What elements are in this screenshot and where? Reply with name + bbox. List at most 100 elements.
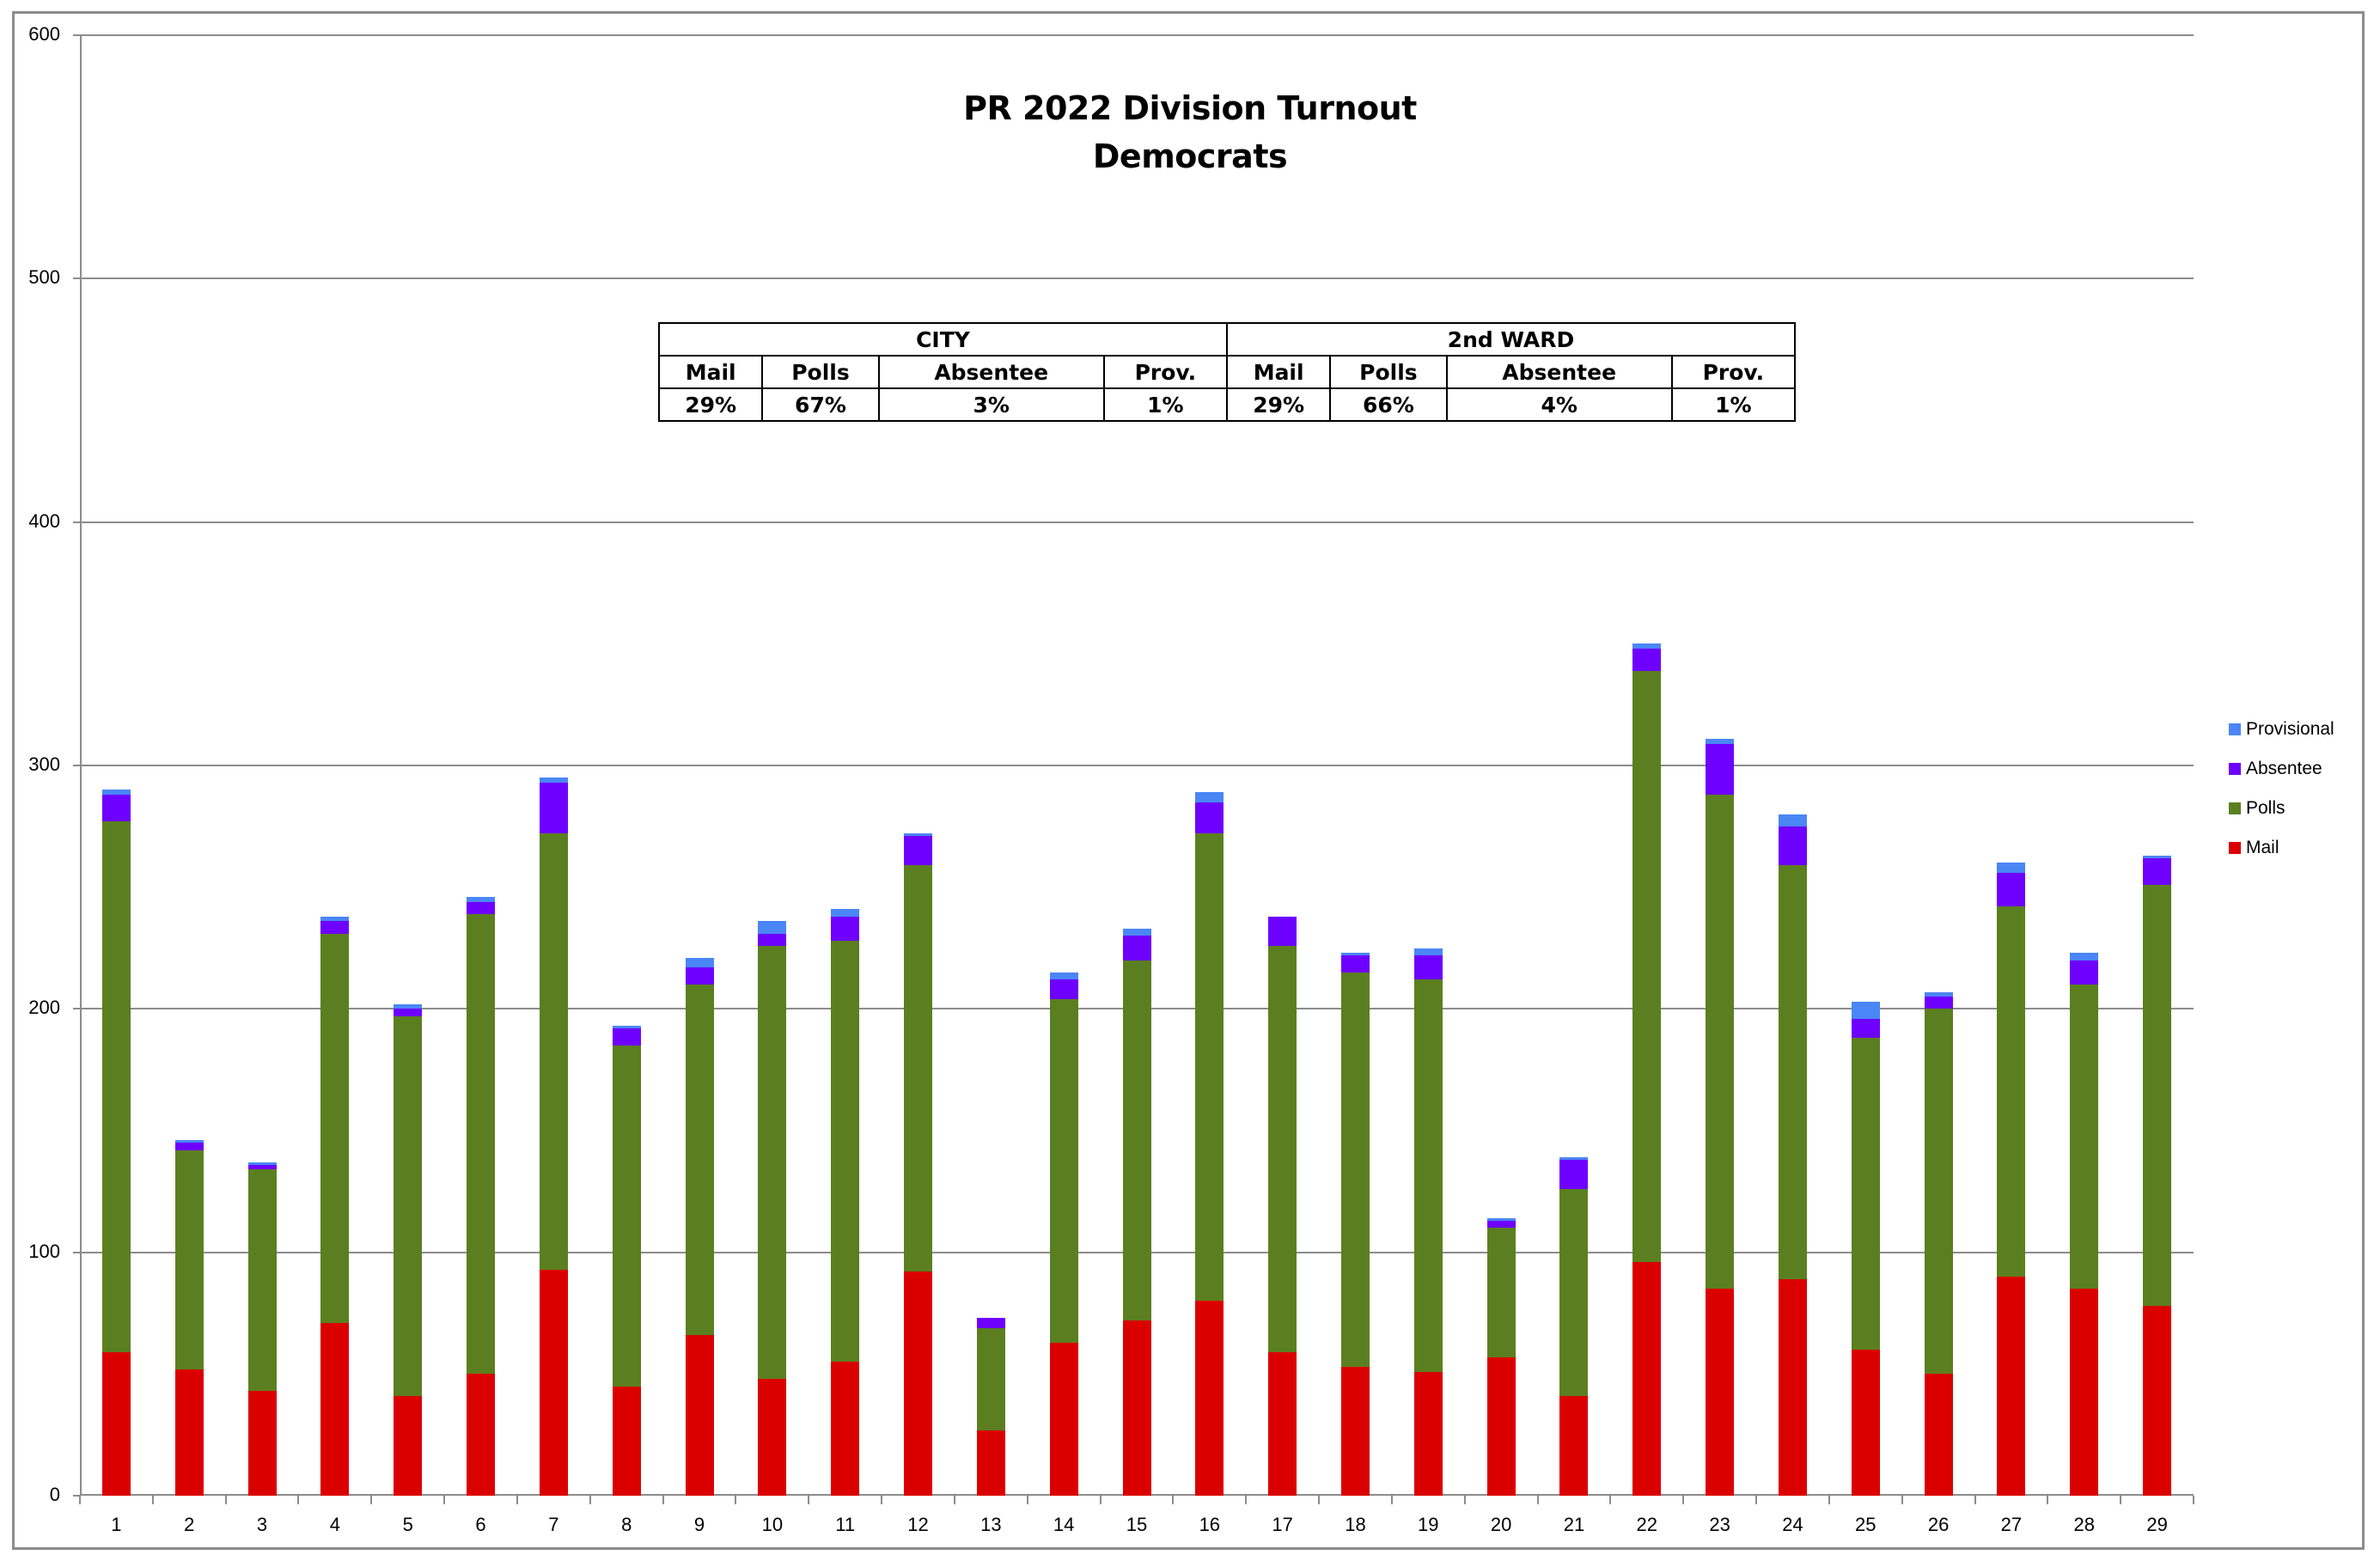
bar-division-2: [174, 1140, 204, 1496]
bar-segment-polls: [1122, 960, 1151, 1320]
x-tick-mark: [1026, 1496, 1028, 1504]
legend-label: Absentee: [2246, 759, 2322, 778]
value-cell: 29%: [1225, 387, 1332, 422]
summary-table: CITY 2nd WARD Mail Polls Absentee Prov. …: [657, 322, 1797, 422]
bar-segment-provisional: [1340, 953, 1370, 956]
x-tick-label: 14: [1053, 1514, 1075, 1535]
bar-segment-mail: [1195, 1301, 1224, 1496]
bar-division-23: [1706, 738, 1735, 1496]
bar-division-27: [1997, 863, 2026, 1496]
bar-segment-absentee: [2070, 960, 2099, 985]
bar-segment-provisional: [247, 1162, 277, 1165]
y-tick-label: 600: [28, 23, 60, 45]
bar-division-4: [320, 916, 350, 1496]
x-tick-label: 6: [475, 1514, 486, 1535]
bar-segment-mail: [612, 1386, 641, 1496]
bar-segment-mail: [2070, 1289, 2099, 1496]
chart-subtitle: Democrats: [1092, 137, 1288, 175]
x-tick-label: 21: [1563, 1514, 1585, 1535]
bar-segment-provisional: [467, 897, 496, 902]
x-tick-label: 10: [761, 1514, 784, 1535]
bar-division-10: [758, 921, 787, 1496]
bar-division-14: [1049, 972, 1078, 1496]
legend-item-absentee: Absentee: [2229, 749, 2334, 789]
x-tick-mark: [2047, 1496, 2049, 1504]
bar-division-17: [1268, 916, 1297, 1496]
x-tick-mark: [808, 1496, 810, 1504]
value-cell: 1%: [1102, 387, 1228, 422]
bar-segment-provisional: [2070, 953, 2099, 960]
bar-segment-provisional: [539, 777, 568, 783]
bar-segment-mail: [1997, 1277, 2026, 1496]
y-tick-label: 0: [49, 1484, 60, 1505]
gridline: [73, 521, 2194, 523]
group-2nd-ward: 2nd WARD: [1225, 322, 1797, 357]
x-tick-mark: [662, 1496, 664, 1504]
x-tick-label: 16: [1199, 1514, 1221, 1535]
bar-segment-absentee: [174, 1143, 204, 1150]
bar-segment-polls: [1851, 1038, 1880, 1350]
x-tick-mark: [516, 1496, 518, 1504]
x-tick-mark: [1682, 1496, 1685, 1504]
bar-segment-absentee: [831, 916, 860, 942]
bar-division-12: [904, 833, 933, 1496]
bar-segment-absentee: [1340, 955, 1370, 973]
bar-division-15: [1122, 928, 1151, 1496]
bar-division-5: [394, 1003, 423, 1496]
x-tick-label: 11: [835, 1514, 856, 1535]
bar-segment-provisional: [101, 790, 131, 796]
x-tick-mark: [1755, 1496, 1758, 1504]
bar-segment-provisional: [612, 1026, 641, 1029]
bar-segment-absentee: [758, 933, 787, 946]
x-tick-mark: [297, 1496, 300, 1504]
bar-segment-provisional: [1997, 863, 2026, 873]
bar-segment-polls: [394, 1015, 423, 1396]
x-tick-label: 7: [548, 1514, 559, 1535]
bar-segment-polls: [1706, 795, 1735, 1290]
bar-segment-mail: [976, 1430, 1005, 1496]
bar-segment-absentee: [904, 836, 933, 866]
x-tick-mark: [881, 1496, 883, 1504]
bar-segment-absentee: [1049, 979, 1078, 999]
bar-segment-absentee: [1778, 826, 1807, 866]
bar-segment-mail: [1413, 1371, 1443, 1496]
y-tick-label: 400: [28, 509, 60, 532]
bar-segment-polls: [976, 1327, 1005, 1430]
bar-division-9: [685, 957, 714, 1496]
x-tick-mark: [1974, 1496, 1976, 1504]
x-tick-label: 9: [693, 1514, 705, 1535]
bar-segment-provisional: [685, 957, 714, 968]
bar-segment-absentee: [1268, 916, 1297, 946]
bar-division-26: [1924, 991, 1953, 1496]
x-tick-mark: [735, 1496, 737, 1504]
bar-segment-provisional: [1851, 1001, 1880, 1019]
header-cell: Absentee: [1445, 355, 1673, 389]
y-axis: [80, 35, 82, 1496]
value-cell: 66%: [1329, 387, 1448, 422]
bar-segment-polls: [1632, 670, 1662, 1262]
bar-segment-provisional: [174, 1140, 204, 1143]
bar-segment-absentee: [1195, 802, 1224, 834]
bar-segment-absentee: [1413, 955, 1443, 980]
x-tick-mark: [2120, 1496, 2122, 1504]
value-cell: 3%: [877, 387, 1105, 422]
tick-mark: [73, 1495, 80, 1497]
bar-segment-provisional: [1486, 1218, 1516, 1221]
x-tick-label: 26: [1927, 1514, 1950, 1535]
x-tick-label: 25: [1855, 1514, 1877, 1535]
bar-segment-absentee: [1632, 649, 1662, 671]
value-cell: 1%: [1670, 387, 1797, 422]
bar-division-3: [247, 1162, 277, 1496]
bar-segment-polls: [1413, 979, 1443, 1372]
bar-segment-polls: [1268, 945, 1297, 1352]
x-tick-mark: [1099, 1496, 1102, 1504]
bar-segment-absentee: [320, 921, 350, 934]
bar-segment-mail: [320, 1322, 350, 1496]
bar-segment-mail: [394, 1395, 423, 1496]
legend-label: Provisional: [2246, 719, 2334, 739]
x-tick-label: 28: [2073, 1514, 2095, 1535]
bar-segment-mail: [1268, 1351, 1297, 1496]
bar-division-21: [1559, 1157, 1589, 1496]
bar-segment-mail: [1122, 1320, 1151, 1496]
bar-segment-provisional: [831, 909, 860, 917]
